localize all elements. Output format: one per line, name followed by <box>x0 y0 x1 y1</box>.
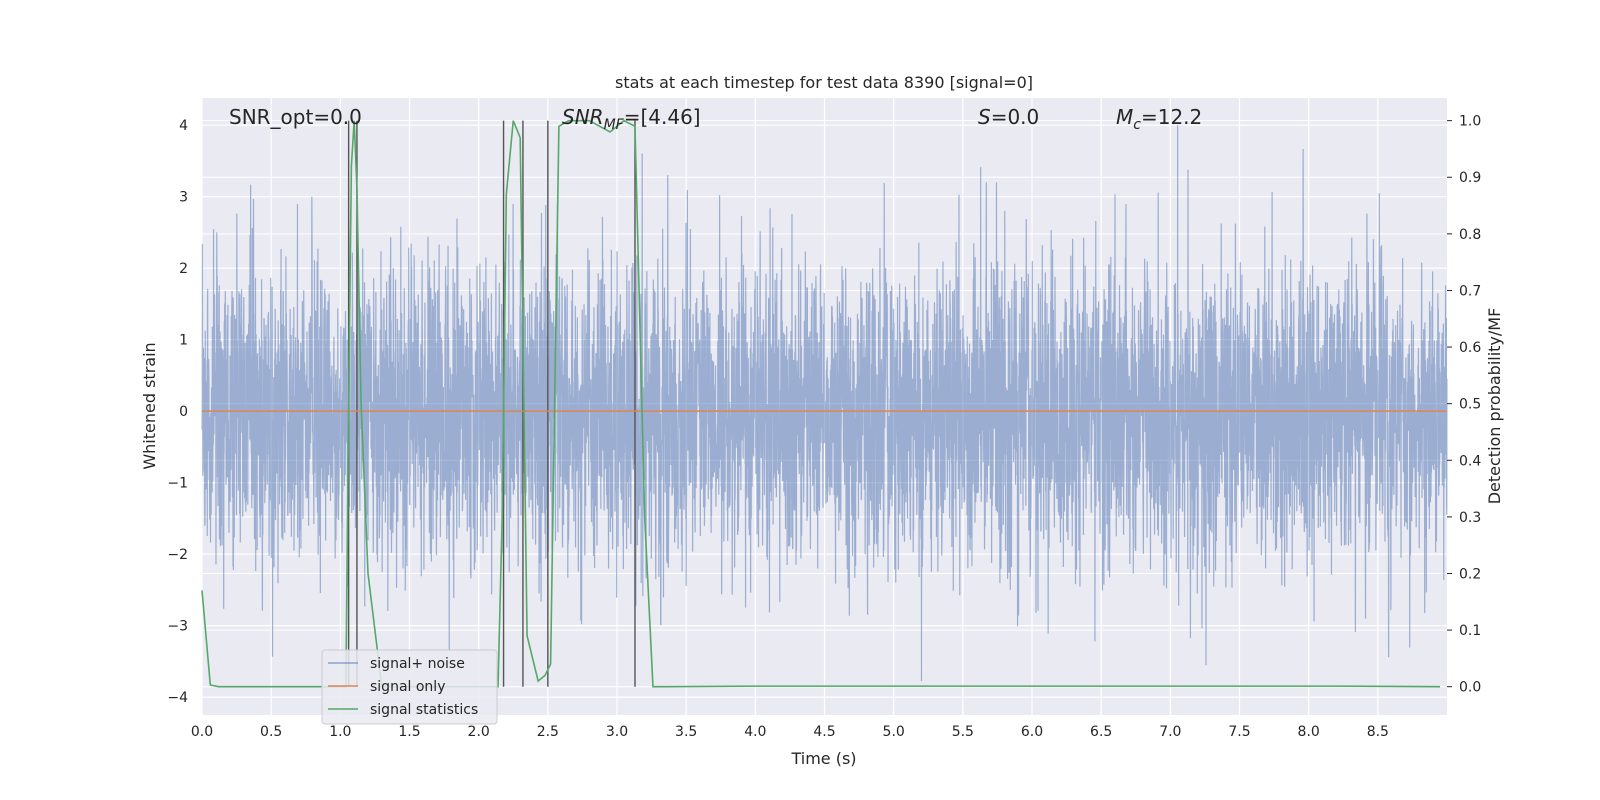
y-right-tick-label: 0.9 <box>1459 170 1481 186</box>
y-tick-label: −4 <box>167 690 188 706</box>
x-axis-label: Time (s) <box>790 749 856 768</box>
annotation-mc: Mc=12.2 <box>1116 105 1202 133</box>
y-right-tick-label: 0.0 <box>1459 680 1481 696</box>
x-tick-label: 6.5 <box>1090 724 1112 740</box>
y-right-tick-label: 0.3 <box>1459 510 1481 526</box>
x-tick-label: 3.5 <box>675 724 697 740</box>
legend-label-signal-noise: signal+ noise <box>370 656 465 672</box>
annotation-snr-opt: SNR_opt=0.0 <box>229 105 362 129</box>
legend-box <box>321 649 498 725</box>
x-tick-label: 1.0 <box>329 724 351 740</box>
x-tick-label: 3.0 <box>606 724 628 740</box>
x-tick-label: 0.5 <box>260 724 282 740</box>
y-tick-label: −3 <box>167 619 188 635</box>
x-tick-label: 6.0 <box>1021 724 1043 740</box>
chart-title: stats at each timestep for test data 839… <box>615 73 1033 92</box>
y-tick-label: 0 <box>179 404 188 420</box>
x-tick-label: 2.0 <box>468 724 490 740</box>
y-tick-label: −2 <box>167 547 188 563</box>
y-right-tick-label: 1.0 <box>1459 114 1481 130</box>
y-tick-label: 3 <box>179 190 188 206</box>
x-tick-label: 4.5 <box>813 724 835 740</box>
y-right-tick-label: 0.4 <box>1459 453 1481 469</box>
y-tick-label: −1 <box>167 476 188 492</box>
annotation-s: S=0.0 <box>978 105 1039 129</box>
annotation-snr-mf: SNRMF=[4.46] <box>562 105 701 133</box>
y-right-tick-label: 0.5 <box>1459 397 1481 413</box>
x-tick-label: 7.5 <box>1228 724 1250 740</box>
y-right-tick-label: 0.8 <box>1459 227 1481 243</box>
y-axis-label: Whitened strain <box>140 342 159 469</box>
legend-label-signal-only: signal only <box>370 679 445 695</box>
x-tick-label: 4.0 <box>744 724 766 740</box>
axis-ticks: 0.0 0.5 1.0 1.5 2.0 2.5 3.0 3.5 4.0 4.5 5.0 5.5 6.0 6… <box>167 114 1481 740</box>
y-right-tick-label: 0.2 <box>1459 566 1481 582</box>
legend: signal+ noise signal only signal statist… <box>321 649 498 725</box>
x-tick-label: 5.0 <box>883 724 905 740</box>
x-tick-label: 8.0 <box>1298 724 1320 740</box>
x-tick-label: 2.5 <box>537 724 559 740</box>
y-axis-label-right: Detection probability/MF <box>1485 308 1504 505</box>
x-tick-label: 8.5 <box>1367 724 1389 740</box>
y-right-tick-label: 0.6 <box>1459 340 1481 356</box>
series-signal-statistics-line <box>201 119 1441 688</box>
y-right-tick-label: 0.1 <box>1459 623 1481 639</box>
x-tick-label: 5.5 <box>952 724 974 740</box>
y-tick-label: 1 <box>179 333 188 349</box>
x-tick-label: 1.5 <box>398 724 420 740</box>
x-tick-label: 0.0 <box>191 724 213 740</box>
y-tick-label: 2 <box>179 261 188 277</box>
signal-noise-trace <box>201 125 1448 681</box>
y-right-tick-label: 0.7 <box>1459 283 1481 299</box>
legend-label-signal-statistics: signal statistics <box>370 702 478 718</box>
series-signal-noise <box>201 125 1448 681</box>
y-tick-label: 4 <box>179 118 188 134</box>
x-tick-label: 7.0 <box>1159 724 1181 740</box>
